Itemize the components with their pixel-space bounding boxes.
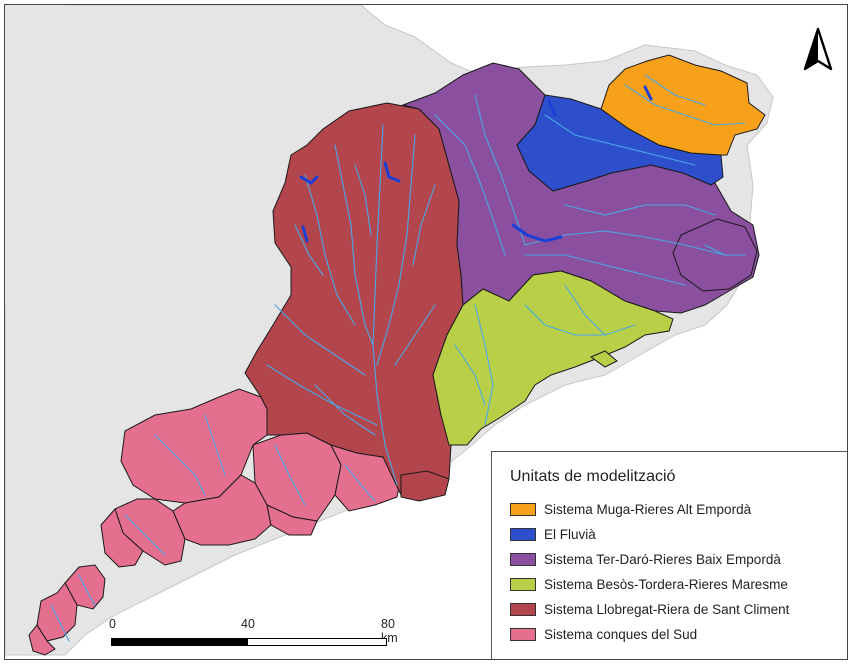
legend-label: El Fluvià (544, 527, 596, 542)
region-muga (600, 54, 766, 156)
legend-swatch (510, 578, 536, 591)
legend-item: Sistema Llobregat-Riera de Sant Climent (510, 598, 831, 621)
region-ter-daro-east (672, 218, 758, 292)
legend: Unitats de modelització Sistema Muga-Rie… (491, 451, 847, 659)
reservoirs (299, 85, 653, 243)
map-frame: 0 40 80 km Unitats de modelització Siste… (4, 4, 848, 660)
legend-title: Unitats de modelització (510, 468, 676, 485)
legend-label: Sistema Besòs-Tordera-Rieres Maresme (544, 577, 788, 592)
legend-label: Sistema Llobregat-Riera de Sant Climent (544, 602, 790, 617)
north-arrow-icon (803, 27, 833, 71)
legend-swatch (510, 603, 536, 616)
legend-item: Sistema Muga-Rieres Alt Empordà (510, 498, 831, 521)
legend-label: Sistema conques del Sud (544, 627, 698, 642)
legend-label: Sistema Ter-Daró-Rieres Baix Empordà (544, 552, 781, 567)
scale-segment-white (247, 638, 387, 646)
legend-swatch (510, 628, 536, 641)
legend-item: Sistema Ter-Daró-Rieres Baix Empordà (510, 548, 831, 571)
region-llobregat-south (400, 470, 450, 502)
legend-item: El Fluvià (510, 523, 831, 546)
legend-swatch (510, 503, 536, 516)
legend-item: Sistema conques del Sud (510, 623, 831, 646)
legend-item: Sistema Besòs-Tordera-Rieres Maresme (510, 573, 831, 596)
catchment-map (5, 5, 774, 656)
legend-items: Sistema Muga-Rieres Alt Empordà El Fluvià… (510, 498, 831, 646)
legend-swatch (510, 528, 536, 541)
scale-label-0: 0 (109, 617, 116, 631)
region-conques-del-sud (28, 388, 402, 656)
land-west (5, 5, 67, 305)
scale-segment-black (111, 638, 249, 646)
region-besos-tordera (432, 270, 674, 446)
scale-label-40: 40 (241, 617, 255, 631)
legend-label: Sistema Muga-Rieres Alt Empordà (544, 502, 752, 517)
river-network (50, 74, 746, 642)
legend-swatch (510, 553, 536, 566)
scale-bar: 0 40 80 km (109, 617, 403, 653)
